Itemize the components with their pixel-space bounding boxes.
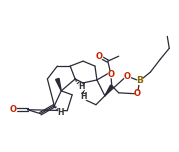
Text: O: O <box>9 105 16 114</box>
Text: O: O <box>95 52 102 61</box>
Text: H: H <box>57 108 64 117</box>
Text: O: O <box>134 89 141 98</box>
Text: B: B <box>136 76 143 85</box>
Text: H: H <box>80 92 86 101</box>
Text: H: H <box>78 82 84 91</box>
Text: O: O <box>123 71 130 81</box>
Text: O: O <box>107 69 114 79</box>
Polygon shape <box>105 85 113 96</box>
Polygon shape <box>56 78 61 91</box>
